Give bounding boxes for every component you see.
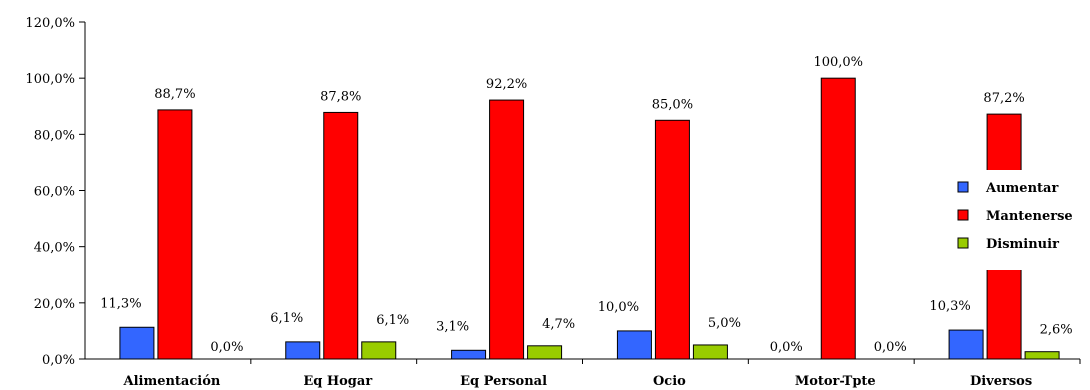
y-tick-label: 80,0%: [34, 128, 75, 143]
bar-aumentar: [451, 349, 487, 360]
data-label: 4,7%: [542, 317, 575, 332]
bar-aumentar: [285, 341, 321, 360]
bar-disminuir: [527, 345, 563, 360]
data-labels: 11,3% 88,7% 0,0% 6,1% 87,8% 6,1% 3,1% 92,2% 4,7%…: [100, 55, 1072, 355]
category-label: Alimentación: [122, 374, 220, 389]
data-label: 0,0%: [770, 340, 803, 355]
data-label: 85,0%: [652, 97, 693, 112]
data-label: 100,0%: [813, 55, 863, 70]
category-label: Ocio: [653, 374, 686, 389]
data-label: 3,1%: [436, 319, 469, 334]
category-label: Diversos: [970, 374, 1032, 389]
legend-box: [926, 170, 1086, 270]
data-label: 87,2%: [983, 91, 1024, 106]
bar-mantenerse: [157, 109, 193, 360]
chart-bars: [119, 77, 1060, 360]
category-label: Eq Personal: [460, 374, 547, 389]
data-label: 88,7%: [154, 87, 195, 102]
data-label: 11,3%: [100, 296, 141, 311]
y-tick-label: 20,0%: [34, 297, 75, 312]
data-label: 87,8%: [320, 89, 361, 104]
y-axis-ticks: 0,0% 20,0% 40,0% 60,0% 80,0% 100,0% 120,0%: [25, 16, 85, 368]
data-label: 0,0%: [210, 340, 243, 355]
bar-mantenerse: [323, 111, 359, 360]
bar-aumentar: [948, 329, 984, 360]
data-label: 6,1%: [376, 313, 409, 328]
bar-aumentar: [616, 330, 652, 360]
legend-swatch-disminuir: [957, 237, 969, 249]
category-label: Eq Hogar: [303, 374, 372, 389]
y-tick-label: 120,0%: [25, 16, 75, 31]
data-label: 2,6%: [1040, 323, 1073, 338]
data-label: 5,0%: [708, 316, 741, 331]
legend-swatch-aumentar: [957, 181, 969, 193]
bar-disminuir: [361, 341, 397, 360]
y-tick-label: 60,0%: [34, 185, 75, 200]
data-label: 10,0%: [598, 300, 639, 315]
legend-label-mantenerse: Mantenerse: [986, 209, 1073, 224]
category-labels: Alimentación Eq Hogar Eq Personal Ocio Motor…: [122, 359, 1081, 389]
data-label: 92,2%: [486, 77, 527, 92]
bar-aumentar: [119, 326, 155, 360]
bar-disminuir: [692, 344, 728, 360]
bar-mantenerse: [654, 119, 690, 360]
category-label: Motor-Tpte: [795, 374, 876, 389]
data-label: 6,1%: [270, 311, 303, 326]
legend-swatch-mantenerse: [957, 209, 969, 221]
legend: Aumentar Mantenerse Disminuir: [926, 170, 1086, 270]
bar-disminuir: [1024, 351, 1060, 360]
bar-mantenerse: [489, 99, 525, 360]
data-label: 0,0%: [874, 340, 907, 355]
legend-label-aumentar: Aumentar: [985, 181, 1058, 196]
data-label: 10,3%: [929, 299, 970, 314]
y-tick-label: 100,0%: [25, 72, 75, 87]
y-tick-label: 0,0%: [42, 353, 75, 368]
legend-label-disminuir: Disminuir: [986, 237, 1059, 252]
y-tick-label: 40,0%: [34, 241, 75, 256]
bar-mantenerse: [820, 77, 856, 360]
